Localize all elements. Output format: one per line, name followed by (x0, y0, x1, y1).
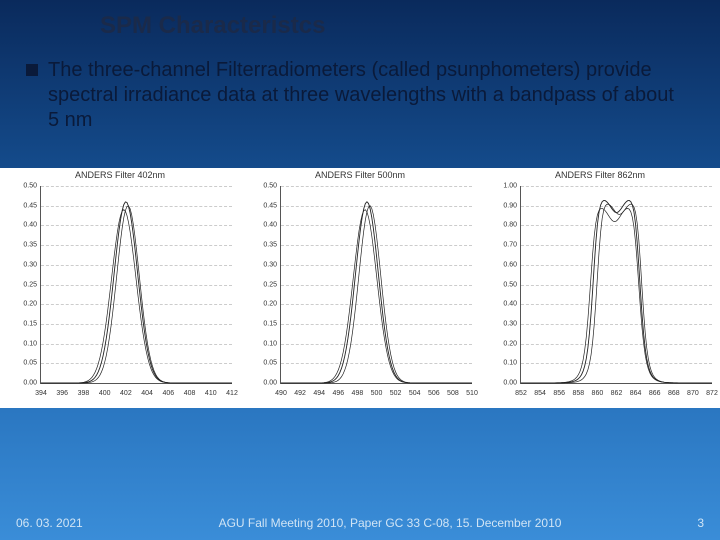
filter-curve (521, 204, 712, 383)
x-tick-label: 400 (99, 390, 111, 397)
y-tick-label: 0.50 (245, 183, 277, 190)
x-tick-label: 862 (611, 390, 623, 397)
filter-curve (281, 206, 472, 383)
bullet-item: The three-channel Filterradiometers (cal… (26, 58, 690, 133)
x-tick-label: 410 (205, 390, 217, 397)
chart-title: ANDERS Filter 500nm (315, 170, 405, 180)
x-tick-label: 502 (390, 390, 402, 397)
y-tick-label: 0.45 (245, 202, 277, 209)
x-tick-label: 856 (553, 390, 565, 397)
y-tick-label: 0.00 (5, 380, 37, 387)
x-tick-label: 868 (668, 390, 680, 397)
y-tick-label: 0.50 (485, 281, 517, 288)
y-tick-label: 0.20 (245, 301, 277, 308)
footer-date: 06. 03. 2021 (16, 516, 96, 530)
footer: 06. 03. 2021 AGU Fall Meeting 2010, Pape… (0, 516, 720, 530)
chart-plot-area: 0.000.050.100.150.200.250.300.350.400.45… (40, 186, 232, 384)
chart-curves (41, 186, 232, 383)
y-tick-label: 0.50 (5, 183, 37, 190)
x-tick-label: 490 (275, 390, 287, 397)
y-tick-label: 0.00 (245, 380, 277, 387)
x-tick-label: 412 (226, 390, 238, 397)
y-tick-label: 0.60 (485, 261, 517, 268)
x-tick-label: 398 (78, 390, 90, 397)
x-tick-label: 866 (649, 390, 661, 397)
chart-plot-area: 0.000.100.200.300.400.500.600.700.800.90… (520, 186, 712, 384)
y-tick-label: 0.40 (5, 222, 37, 229)
y-tick-label: 0.10 (485, 360, 517, 367)
filter-curve (521, 208, 712, 383)
y-tick-label: 1.00 (485, 183, 517, 190)
filter-curve (41, 202, 232, 383)
x-tick-label: 872 (706, 390, 718, 397)
x-tick-label: 498 (352, 390, 364, 397)
bullet-square-icon (26, 64, 38, 76)
y-tick-label: 0.10 (5, 340, 37, 347)
y-tick-label: 0.25 (245, 281, 277, 288)
x-tick-label: 404 (141, 390, 153, 397)
x-tick-label: 504 (409, 390, 421, 397)
filter-curve (41, 210, 232, 383)
x-tick-label: 870 (687, 390, 699, 397)
x-tick-label: 860 (592, 390, 604, 397)
filter-chart: ANDERS Filter 402nm0.000.050.100.150.200… (0, 168, 240, 408)
x-tick-label: 506 (428, 390, 440, 397)
filter-curve (521, 200, 712, 383)
y-tick-label: 0.10 (245, 340, 277, 347)
filter-chart: ANDERS Filter 862nm0.000.100.200.300.400… (480, 168, 720, 408)
y-tick-label: 0.70 (485, 242, 517, 249)
chart-curves (281, 186, 472, 383)
x-tick-label: 396 (56, 390, 68, 397)
y-tick-label: 0.45 (5, 202, 37, 209)
chart-title: ANDERS Filter 862nm (555, 170, 645, 180)
charts-panel: ANDERS Filter 402nm0.000.050.100.150.200… (0, 168, 720, 408)
x-tick-label: 406 (162, 390, 174, 397)
x-tick-label: 500 (371, 390, 383, 397)
y-tick-label: 0.35 (5, 242, 37, 249)
x-tick-label: 508 (447, 390, 459, 397)
x-tick-label: 496 (332, 390, 344, 397)
chart-title: ANDERS Filter 402nm (75, 170, 165, 180)
x-tick-label: 510 (466, 390, 478, 397)
y-tick-label: 0.00 (485, 380, 517, 387)
y-tick-label: 0.40 (245, 222, 277, 229)
x-tick-label: 864 (630, 390, 642, 397)
y-tick-label: 0.30 (485, 320, 517, 327)
chart-plot-area: 0.000.050.100.150.200.250.300.350.400.45… (280, 186, 472, 384)
y-tick-label: 0.05 (5, 360, 37, 367)
y-tick-label: 0.20 (5, 301, 37, 308)
y-tick-label: 0.15 (245, 320, 277, 327)
y-tick-label: 0.80 (485, 222, 517, 229)
footer-citation: AGU Fall Meeting 2010, Paper GC 33 C-08,… (96, 516, 684, 530)
x-tick-label: 394 (35, 390, 47, 397)
x-tick-label: 492 (294, 390, 306, 397)
x-tick-label: 858 (572, 390, 584, 397)
y-tick-label: 0.05 (245, 360, 277, 367)
x-tick-label: 854 (534, 390, 546, 397)
y-tick-label: 0.35 (245, 242, 277, 249)
filter-curve (281, 202, 472, 383)
y-tick-label: 0.20 (485, 340, 517, 347)
filter-curve (41, 206, 232, 383)
bullet-text: The three-channel Filterradiometers (cal… (48, 58, 690, 133)
x-tick-label: 402 (120, 390, 132, 397)
x-tick-label: 494 (313, 390, 325, 397)
x-tick-label: 852 (515, 390, 527, 397)
y-tick-label: 0.25 (5, 281, 37, 288)
chart-curves (521, 186, 712, 383)
y-tick-label: 0.15 (5, 320, 37, 327)
x-tick-label: 408 (184, 390, 196, 397)
slide-title: SPM Characteristcs (100, 12, 325, 40)
footer-page-number: 3 (684, 516, 704, 530)
filter-chart: ANDERS Filter 500nm0.000.050.100.150.200… (240, 168, 480, 408)
y-tick-label: 0.90 (485, 202, 517, 209)
y-tick-label: 0.30 (245, 261, 277, 268)
y-tick-label: 0.30 (5, 261, 37, 268)
y-tick-label: 0.40 (485, 301, 517, 308)
